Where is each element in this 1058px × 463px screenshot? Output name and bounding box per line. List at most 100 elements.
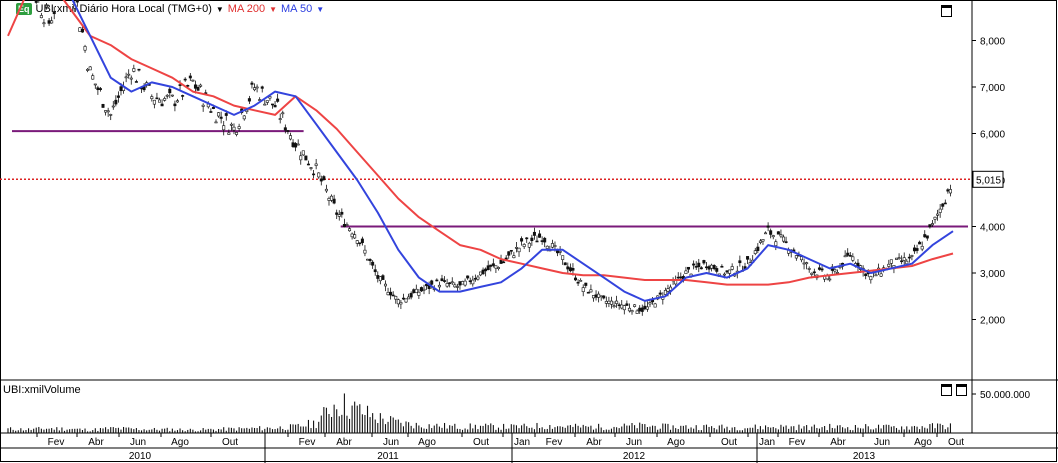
y-axis: 2,0003,0004,0005,0006,0007,0008,0009,000… <box>972 0 1030 401</box>
candle-body <box>335 212 339 215</box>
candle-body <box>707 266 711 270</box>
candle-body <box>458 281 462 286</box>
maximize-volume-panel-icon[interactable] <box>956 384 967 396</box>
x-month-label: Fev <box>48 437 65 448</box>
candle-body <box>93 83 97 86</box>
ma50-legend[interactable]: MA 50 <box>281 3 313 15</box>
candle-body <box>455 286 459 288</box>
x-month-label: Ago <box>667 437 685 448</box>
candle-body <box>52 11 56 15</box>
candle-body <box>96 87 100 91</box>
ma50-line <box>71 0 954 302</box>
y-tick-label: 6,000 <box>980 130 1005 141</box>
candle-body <box>75 0 79 3</box>
symbol-label[interactable]: UBI:xmil Diário Hora Local (TMG+0) <box>35 3 212 15</box>
candle-body <box>679 276 683 279</box>
candle-body <box>101 103 105 108</box>
candle-body <box>450 281 454 284</box>
candle-body <box>527 242 531 248</box>
candle-body <box>181 95 185 97</box>
candle-body <box>848 255 852 257</box>
candle-body <box>422 288 426 291</box>
candle-body <box>710 264 714 269</box>
ma200-line <box>7 0 954 286</box>
candle-body <box>337 214 341 217</box>
candle-body <box>386 292 390 296</box>
candle-body <box>276 98 280 102</box>
candle-body <box>317 172 321 178</box>
x-year-label: 2012 <box>623 451 646 462</box>
candle-body <box>178 84 182 86</box>
candle-body <box>694 266 698 268</box>
candle-body <box>127 73 131 76</box>
candle-body <box>774 241 778 246</box>
candle-body <box>191 79 195 82</box>
candle-body <box>684 270 688 274</box>
candle-body <box>268 96 272 99</box>
candle-body <box>175 100 179 103</box>
candle-body <box>468 280 472 283</box>
candle-body <box>833 269 837 272</box>
candle-body <box>443 280 447 282</box>
candle-body <box>39 15 43 19</box>
candle-body <box>784 241 788 243</box>
candle-body <box>404 298 408 303</box>
candle-body <box>550 243 554 248</box>
candle-body <box>199 84 203 87</box>
x-month-label: Jun <box>130 437 146 448</box>
candle-body <box>843 255 847 258</box>
y-tick-label: 4,000 <box>980 223 1005 234</box>
candle-body <box>263 103 267 106</box>
candle-body <box>319 178 323 182</box>
candle-body <box>920 246 924 250</box>
candle-body <box>163 98 167 101</box>
candle-body <box>692 263 696 266</box>
candle-body <box>34 0 38 3</box>
ma200-legend[interactable]: MA 200 <box>227 3 266 15</box>
ma200-dropdown-icon[interactable]: ▼ <box>269 4 278 14</box>
x-month-label: Fev <box>789 437 806 448</box>
candle-body <box>294 143 298 148</box>
candle-body <box>165 94 169 97</box>
x-month-label: Ago <box>418 437 436 448</box>
maximize-price-panel-icon[interactable] <box>941 5 952 17</box>
candle-body <box>720 265 724 268</box>
candle-body <box>211 106 215 109</box>
candle-body <box>301 150 305 156</box>
symbol-dropdown-icon[interactable]: ▼ <box>215 4 224 14</box>
candle-body <box>201 104 205 107</box>
candle-body <box>571 268 575 271</box>
candle-body <box>730 266 734 270</box>
candle-body <box>129 77 133 80</box>
candle-body <box>643 305 647 310</box>
candle-body <box>358 242 362 245</box>
candle-body <box>502 261 506 264</box>
candle-body <box>941 203 945 207</box>
minimize-volume-panel-icon[interactable] <box>941 384 952 396</box>
candle-body <box>430 280 434 285</box>
candle-body <box>687 266 691 270</box>
candle-body <box>902 257 906 261</box>
candle-body <box>653 303 657 308</box>
candle-body <box>663 290 667 295</box>
candle-body <box>499 259 503 264</box>
x-month-label: Jun <box>383 437 399 448</box>
candle-body <box>394 296 398 300</box>
candle-body <box>255 86 259 89</box>
candle-body <box>327 198 331 201</box>
ma50-dropdown-icon[interactable]: ▼ <box>316 4 325 14</box>
candle-body <box>417 291 421 296</box>
candle-body <box>622 305 626 311</box>
candle-body <box>563 262 567 266</box>
candle-body <box>609 300 613 305</box>
candle-body <box>124 76 128 79</box>
candle-body <box>807 268 811 270</box>
candle-body <box>324 188 328 192</box>
candle-body <box>484 268 488 272</box>
candle-body <box>476 276 480 280</box>
candle-body <box>466 275 470 279</box>
candle-body <box>83 46 87 51</box>
